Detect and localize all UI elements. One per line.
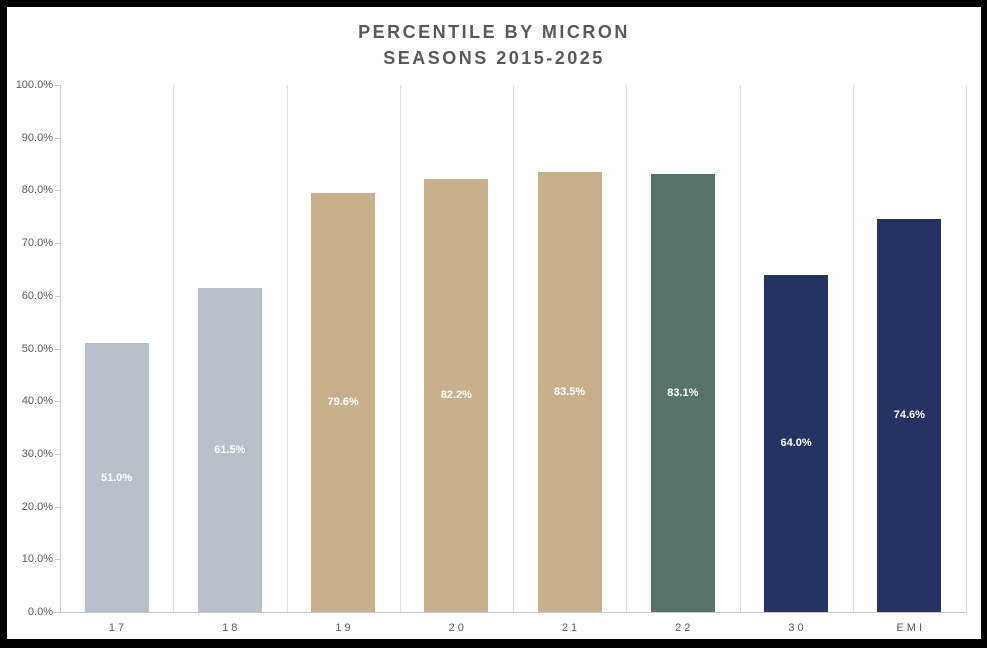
bar-data-label: 74.6% <box>893 409 925 422</box>
x-axis-category-label: 21 <box>561 622 581 634</box>
y-axis-tick-label: 30.0% <box>21 447 53 460</box>
bar-20: 82.2% <box>424 178 489 612</box>
vertical-gridline <box>852 85 854 612</box>
y-axis-tick-label: 40.0% <box>21 395 53 408</box>
chart-title: PERCENTILE BY MICRON <box>358 22 630 42</box>
bar-17: 51.0% <box>84 343 149 612</box>
y-axis-tick-label: 50.0% <box>21 342 53 355</box>
y-axis-line <box>60 85 61 613</box>
y-axis-tick <box>55 85 60 86</box>
x-axis-line <box>53 612 967 613</box>
vertical-gridline <box>739 85 741 612</box>
vertical-gridline <box>513 85 514 612</box>
bar-data-label: 79.6% <box>327 396 359 409</box>
y-axis-tick <box>55 401 60 403</box>
vertical-gridline <box>173 85 175 612</box>
bar-19: 79.6% <box>311 192 376 612</box>
y-axis-tick-label: 0.0% <box>27 606 53 618</box>
bar-EMI: 74.6% <box>877 218 942 612</box>
y-axis-tick-label: 100.0% <box>15 79 53 91</box>
bar-21: 83.5% <box>537 171 602 612</box>
y-axis-tick <box>55 190 60 192</box>
y-axis-tick <box>55 295 60 297</box>
y-axis-tick <box>55 137 60 139</box>
y-axis-tick <box>55 559 60 561</box>
y-axis-tick-label: 80.0% <box>21 184 53 197</box>
y-axis-tick-label: 60.0% <box>21 289 53 302</box>
y-axis-tick <box>55 506 60 508</box>
chart-canvas: PERCENTILE BY MICRON SEASONS 2015-2025 0… <box>7 7 981 639</box>
x-axis-category-label: 20 <box>448 622 467 634</box>
y-axis-tick <box>55 348 60 350</box>
x-axis-category-label: 19 <box>335 622 354 634</box>
y-axis-tick <box>55 243 60 245</box>
bar-30: 64.0% <box>764 274 829 612</box>
x-axis-category-label: 18 <box>222 622 241 634</box>
x-axis-category-label: EMI <box>896 622 926 634</box>
bar-data-label: 83.5% <box>554 385 586 398</box>
x-axis-category-label: 22 <box>675 622 694 634</box>
bar-data-label: 82.2% <box>440 389 472 402</box>
bar-data-label: 51.0% <box>101 471 133 484</box>
vertical-gridline <box>399 85 401 612</box>
vertical-gridline <box>286 85 288 612</box>
vertical-gridline <box>966 85 967 612</box>
x-axis-category-label: 30 <box>788 622 807 634</box>
y-axis-tick-label: 90.0% <box>21 131 53 144</box>
chart-title-block: PERCENTILE BY MICRON SEASONS 2015-2025 <box>7 19 981 71</box>
bar-data-label: 64.0% <box>780 437 812 450</box>
y-axis-tick-label: 10.0% <box>21 553 53 566</box>
bar-22: 83.1% <box>650 174 715 612</box>
bar-data-label: 83.1% <box>667 387 699 400</box>
y-axis-tick <box>55 453 60 455</box>
vertical-gridline <box>626 85 628 612</box>
x-axis-category-label: 17 <box>108 622 128 634</box>
bar-18: 61.5% <box>197 287 262 612</box>
chart-subtitle: SEASONS 2015-2025 <box>383 48 605 68</box>
y-axis-tick-label: 70.0% <box>21 237 53 250</box>
y-axis-tick-label: 20.0% <box>21 500 53 513</box>
bar-data-label: 61.5% <box>214 443 246 456</box>
